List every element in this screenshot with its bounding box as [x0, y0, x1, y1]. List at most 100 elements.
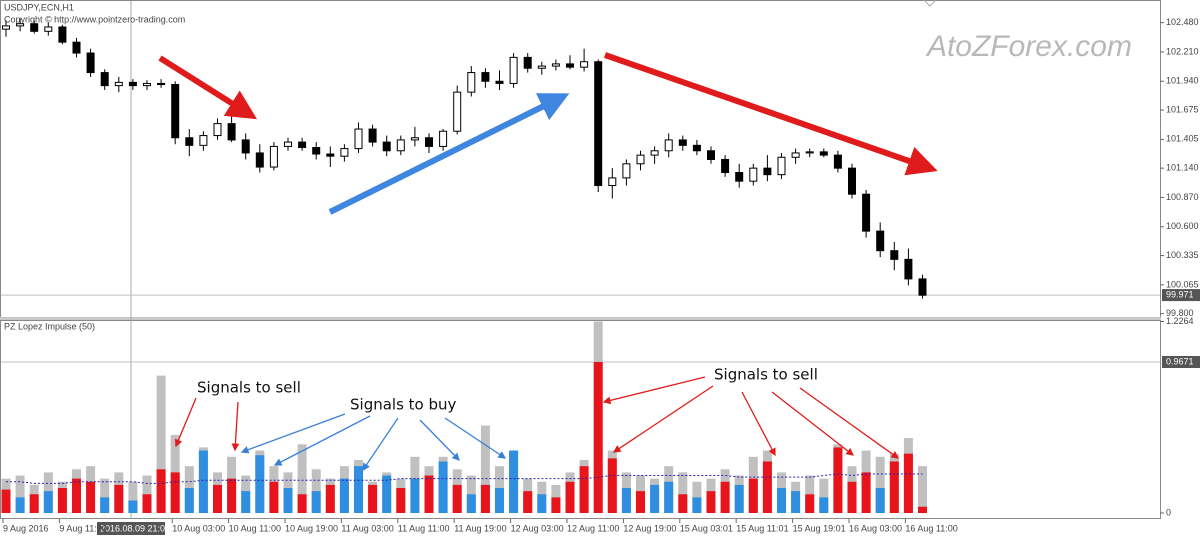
candle-body	[368, 128, 377, 143]
impulse-bar	[636, 491, 645, 513]
impulse-bar	[114, 484, 124, 513]
panel-separator	[0, 317, 1161, 320]
x-tick-label: 12 Aug 03:00	[511, 523, 564, 533]
candle-body	[58, 26, 67, 43]
x-tick-label: 10 Aug 19:00	[285, 523, 338, 533]
x-tick-label: 10 Aug 11:00	[229, 523, 281, 533]
impulse-bar	[424, 475, 434, 513]
impulse-bar	[72, 478, 81, 513]
bar-background	[15, 475, 25, 513]
impulse-bar	[791, 491, 801, 513]
bar-background	[297, 444, 307, 513]
impulse-bar	[213, 484, 222, 513]
candle-body	[30, 23, 39, 32]
candle-body	[749, 167, 758, 182]
impulse-bar	[255, 455, 265, 513]
bar-background	[100, 478, 110, 513]
candle-body	[298, 141, 307, 149]
impulse-bar	[706, 491, 716, 513]
arrows	[158, 52, 938, 472]
candle-body	[848, 167, 856, 195]
y-tick-label: 100.335	[1166, 250, 1199, 260]
impulse-bar	[283, 488, 293, 513]
y-tick-label: 100.065	[1166, 279, 1199, 289]
candle-body	[664, 139, 673, 152]
candle-body	[185, 137, 194, 146]
bar-background	[156, 375, 166, 513]
impulse-bar	[1, 489, 11, 513]
impulse-bar	[354, 466, 363, 513]
value-marker-label: 0.9671	[1166, 356, 1194, 366]
candle-body	[636, 154, 645, 165]
impulse-bar	[43, 491, 53, 513]
signal-arrow	[419, 419, 460, 461]
impulse-bar	[903, 453, 913, 513]
candle-body	[114, 81, 123, 87]
impulse-bar	[339, 478, 349, 513]
copyright: Copyright © http://www.pointzero-trading…	[4, 14, 185, 24]
candle-body	[537, 65, 546, 69]
trend-arrow	[328, 93, 570, 215]
impulse-bar	[438, 461, 448, 513]
candle-body	[143, 82, 151, 87]
y-tick-label: 102.480	[1166, 17, 1199, 27]
signal-arrow	[771, 391, 855, 456]
candle-body	[833, 154, 842, 169]
candle-body	[171, 84, 180, 139]
candle-body	[692, 144, 701, 152]
candle-body	[876, 230, 885, 252]
y-tick-label: 100.600	[1166, 221, 1199, 231]
y-tick-label: 102.210	[1166, 46, 1199, 56]
crosshair-box	[97, 522, 165, 535]
candle-body	[791, 152, 800, 158]
impulse-bar	[918, 506, 927, 513]
candle-body	[86, 52, 95, 74]
candle-body	[918, 278, 927, 296]
candle-body	[157, 82, 166, 86]
signal-arrow	[602, 376, 706, 405]
candle-body	[678, 139, 687, 146]
candle-body	[495, 80, 504, 84]
candle-body	[805, 151, 814, 154]
impulse-bar	[734, 484, 744, 513]
symbol-title: USDJPY,ECN,H1	[4, 2, 74, 12]
candle-body	[213, 123, 222, 137]
bar-background	[480, 425, 490, 513]
candle-body	[354, 128, 363, 150]
trend-arrow	[604, 52, 938, 176]
impulse-bar	[875, 488, 885, 513]
candle-body	[819, 151, 828, 156]
impulse-bar	[57, 488, 67, 513]
impulse-bar	[593, 361, 603, 513]
impulse-bar	[325, 484, 335, 513]
signal-arrow	[612, 385, 714, 453]
impulse-bar	[269, 481, 279, 513]
candle-body	[890, 250, 899, 260]
indicator-panel-border	[0, 320, 1161, 519]
candle-body	[439, 130, 448, 147]
signal-arrow	[799, 387, 900, 459]
last-price-label: 99.971	[1166, 289, 1194, 299]
frame	[0, 0, 1161, 519]
signal-arrow	[231, 401, 240, 452]
impulse-bar	[720, 481, 730, 513]
candle-body	[255, 152, 264, 168]
impulse-bar	[805, 494, 815, 513]
candle-body	[862, 193, 871, 232]
value-box	[1162, 355, 1200, 368]
impulse-bar	[523, 491, 533, 513]
y-tick-label: 1.2264	[1166, 316, 1194, 326]
candle-body	[523, 56, 532, 69]
candle-body	[425, 137, 433, 147]
impulse-bar	[170, 472, 180, 513]
candle-body	[509, 56, 518, 84]
candle-body	[580, 61, 589, 68]
impulse-bar	[692, 497, 702, 513]
x-tick-label: 11 Aug 03:00	[341, 523, 393, 533]
candle-body	[410, 137, 419, 141]
candle-body	[777, 156, 786, 176]
candle-body	[467, 72, 476, 93]
impulse-bar	[410, 478, 420, 513]
y-tick-label: 100.870	[1166, 192, 1199, 202]
